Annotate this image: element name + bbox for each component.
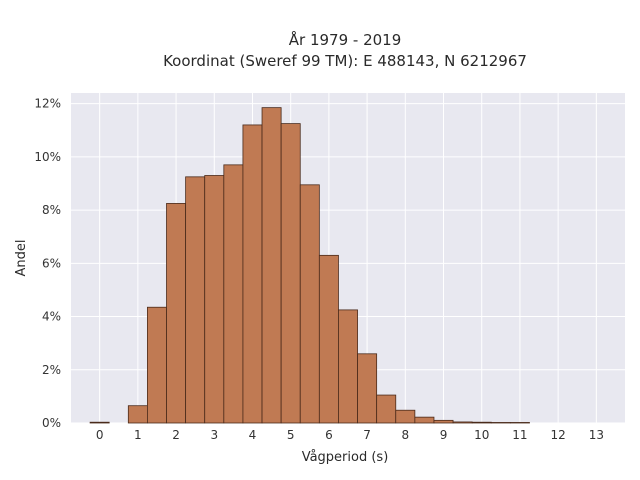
histogram-bar xyxy=(147,306,167,424)
histogram-bar xyxy=(280,123,301,424)
x-tick-label: 13 xyxy=(589,428,604,442)
histogram-bar xyxy=(509,422,530,424)
histogram-bar xyxy=(127,405,148,424)
x-tick-label: 3 xyxy=(210,428,218,442)
histogram-bar xyxy=(223,164,244,424)
y-tick-label: 0% xyxy=(42,416,61,430)
y-tick-label: 4% xyxy=(42,310,61,324)
axis-ticks: 0 1 2 3 4 5 6 7 8 9 10 11 12 130%2%4%6%8%10%12% xyxy=(34,97,604,442)
y-axis-label: Andel xyxy=(14,240,29,277)
x-tick-label: 4 xyxy=(249,428,257,442)
histogram-bar xyxy=(299,184,320,424)
y-tick-label: 8% xyxy=(42,203,61,217)
x-tick-label: 7 xyxy=(363,428,371,442)
histogram-bar xyxy=(242,124,263,424)
histogram-bar xyxy=(318,254,339,424)
histogram-bar xyxy=(490,422,511,424)
histogram-bar xyxy=(261,107,282,424)
histogram-bar xyxy=(471,421,492,424)
histogram-bar xyxy=(414,416,435,424)
x-tick-label: 2 xyxy=(172,428,180,442)
histogram-bar xyxy=(204,175,225,424)
histogram-bar xyxy=(338,309,358,424)
histogram-bars xyxy=(89,107,530,424)
x-tick-label: 11 xyxy=(512,428,527,442)
x-tick-label: 5 xyxy=(287,428,295,442)
histogram-bar xyxy=(433,419,454,424)
x-tick-label: 8 xyxy=(401,428,409,442)
histogram-bar xyxy=(395,409,416,424)
histogram-bar xyxy=(376,394,397,424)
x-axis-label: Vågperiod (s) xyxy=(302,450,389,465)
x-tick-label: 12 xyxy=(550,428,565,442)
chart-title-line1: År 1979 - 2019 xyxy=(289,30,402,49)
chart-title-line2: Koordinat (Sweref 99 TM): E 488143, N 62… xyxy=(163,52,527,70)
x-tick-label: 10 xyxy=(474,428,489,442)
y-tick-label: 12% xyxy=(34,97,61,111)
histogram-bar xyxy=(185,176,206,424)
y-tick-label: 10% xyxy=(34,150,61,164)
x-tick-label: 9 xyxy=(440,428,448,442)
y-tick-label: 6% xyxy=(42,256,61,270)
x-tick-label: 0 xyxy=(96,428,104,442)
x-tick-label: 6 xyxy=(325,428,333,442)
histogram-bar xyxy=(452,421,473,424)
histogram-bar xyxy=(166,203,187,424)
x-tick-label: 1 xyxy=(134,428,142,442)
histogram-bar xyxy=(357,353,378,424)
y-tick-label: 2% xyxy=(42,363,61,377)
histogram-bar xyxy=(89,421,110,424)
